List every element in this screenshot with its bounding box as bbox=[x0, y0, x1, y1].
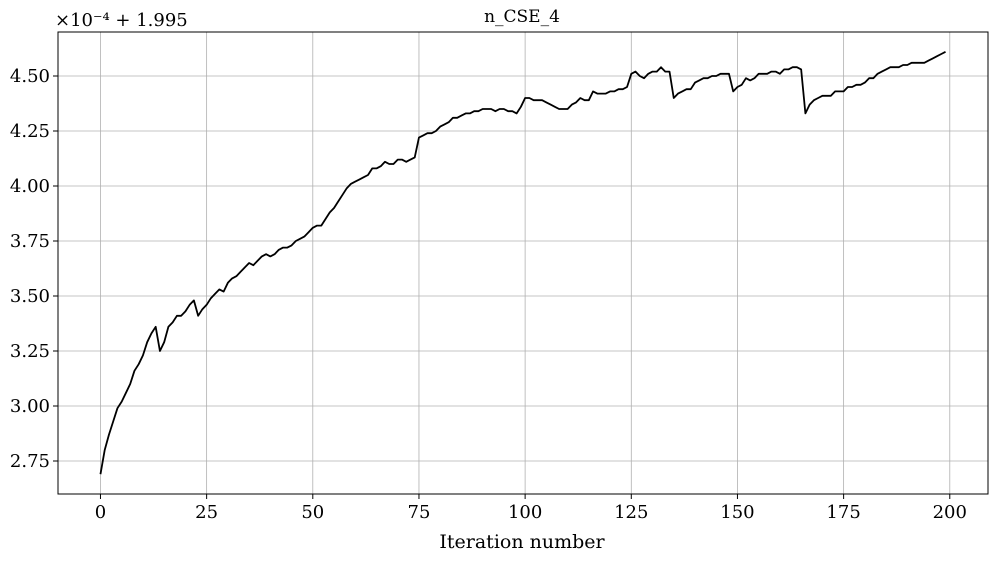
x-tick-label: 50 bbox=[301, 502, 324, 523]
x-tick-label: 0 bbox=[95, 502, 106, 523]
x-tick-label: 125 bbox=[614, 502, 648, 523]
y-tick-label: 3.00 bbox=[10, 396, 50, 417]
x-axis-label: Iteration number bbox=[439, 531, 605, 553]
y-tick-label: 3.25 bbox=[10, 341, 50, 362]
series-layer bbox=[99, 51, 946, 475]
y-tick-label: 3.75 bbox=[10, 231, 50, 252]
y-tick-label: 2.75 bbox=[10, 451, 50, 472]
y-tick-label: 3.50 bbox=[10, 286, 50, 307]
y-tick-label: 4.25 bbox=[10, 121, 50, 142]
x-axis: 0 25 50 75 100 125 150 175 200 bbox=[95, 494, 967, 523]
x-tick-label: 100 bbox=[508, 502, 542, 523]
grid bbox=[58, 32, 988, 494]
plot-frame bbox=[57, 31, 989, 495]
chart-title: n_CSE_4 bbox=[484, 7, 560, 27]
series-line bbox=[99, 51, 946, 475]
x-tick-label: 175 bbox=[826, 502, 860, 523]
y-tick-label: 4.50 bbox=[10, 66, 50, 87]
y-axis-offset-label: ×10⁻⁴ + 1.995 bbox=[55, 10, 188, 31]
y-tick-label: 4.00 bbox=[10, 176, 50, 197]
y-axis: 2.75 3.00 3.25 3.50 3.75 4.00 4.25 4.50 bbox=[10, 66, 58, 472]
x-tick-label: 25 bbox=[195, 502, 218, 523]
x-tick-label: 150 bbox=[720, 502, 754, 523]
x-tick-label: 75 bbox=[408, 502, 431, 523]
x-tick-label: 200 bbox=[933, 502, 967, 523]
